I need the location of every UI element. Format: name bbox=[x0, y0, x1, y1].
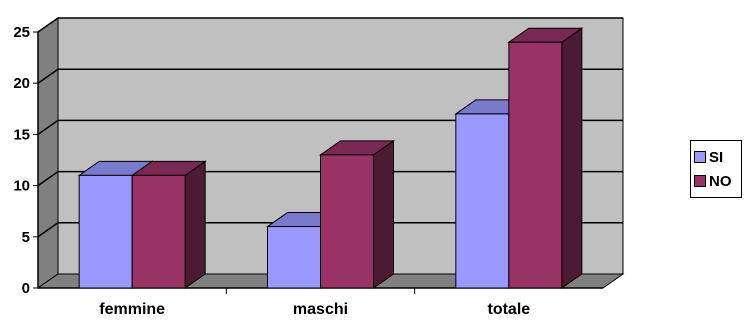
y-tick-label: 5 bbox=[22, 229, 30, 246]
y-tick-label: 10 bbox=[13, 178, 30, 195]
legend-item-no: NO bbox=[694, 169, 738, 193]
gridlines bbox=[37, 17, 623, 238]
legend-item-si: SI bbox=[694, 145, 738, 169]
y-tick-label: 0 bbox=[22, 280, 30, 297]
legend-label-no: NO bbox=[709, 172, 732, 190]
legend: SI NO bbox=[690, 140, 742, 198]
bar-side-no bbox=[561, 27, 583, 289]
bar-si bbox=[455, 113, 510, 289]
x-tick-label: totale bbox=[487, 301, 530, 318]
gridline bbox=[37, 119, 623, 136]
bar-si bbox=[267, 226, 321, 289]
y-tick-label: 15 bbox=[13, 126, 30, 143]
x-tick-label: femmine bbox=[99, 301, 165, 318]
x-tick-label: maschi bbox=[293, 301, 348, 318]
legend-swatch-no bbox=[694, 175, 706, 187]
legend-label-si: SI bbox=[709, 148, 724, 166]
y-tick-label: 20 bbox=[13, 75, 30, 92]
side-wall bbox=[37, 17, 59, 289]
legend-swatch-si bbox=[694, 151, 706, 163]
y-tick-label: 25 bbox=[13, 24, 30, 41]
gridline bbox=[37, 68, 623, 84]
bar-no bbox=[131, 174, 186, 289]
y-axis-ticks: 0 5 10 15 20 25 bbox=[13, 24, 38, 297]
gridline bbox=[37, 170, 623, 187]
gridline bbox=[37, 17, 623, 33]
bars bbox=[77, 27, 584, 289]
bar-no bbox=[320, 154, 374, 289]
bar-side-no bbox=[373, 139, 394, 289]
x-axis-labels: femmine maschi totale bbox=[99, 288, 530, 318]
bar-side-no bbox=[184, 160, 206, 289]
bar-no bbox=[508, 41, 563, 289]
gridline bbox=[37, 222, 623, 238]
bar-si bbox=[78, 174, 133, 289]
